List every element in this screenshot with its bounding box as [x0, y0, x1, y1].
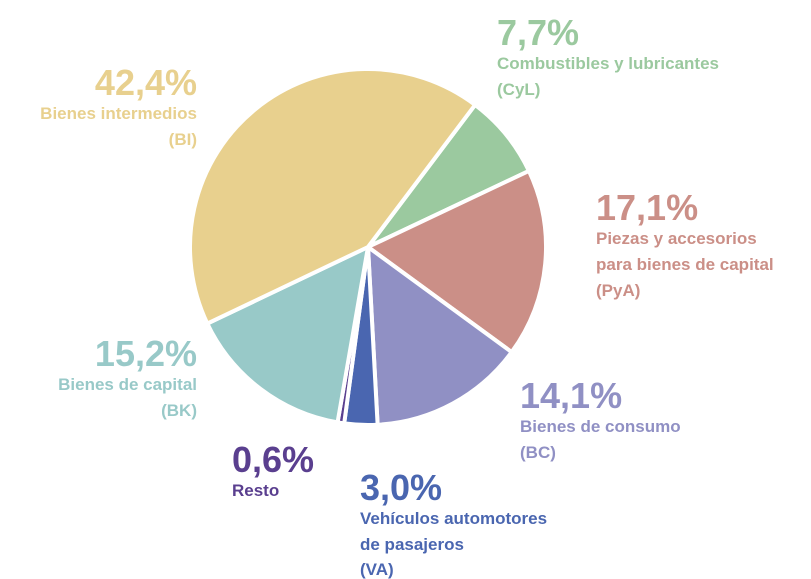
slice-label: (BI)	[169, 130, 197, 149]
slice-percent: 15,2%	[95, 333, 197, 374]
slice-label: Bienes de capital	[58, 375, 197, 394]
slice-label: (BK)	[161, 401, 197, 420]
slice-label: de pasajeros	[360, 535, 464, 554]
slice-label: (PyA)	[596, 281, 640, 300]
slice-label: Resto	[232, 481, 279, 500]
slice-label: Bienes de consumo	[520, 417, 681, 436]
slice-label: Piezas y accesorios	[596, 229, 757, 248]
slice-percent: 3,0%	[360, 467, 442, 508]
slice-label: para bienes de capital	[596, 255, 774, 274]
slice-percent: 42,4%	[95, 62, 197, 103]
slice-label: (VA)	[360, 560, 394, 579]
slice-label: (BC)	[520, 443, 556, 462]
slice-percent: 14,1%	[520, 375, 622, 416]
slice-percent: 0,6%	[232, 439, 314, 480]
slice-label: Bienes intermedios	[40, 104, 197, 123]
pie-slice	[188, 67, 478, 327]
slice-percent: 7,7%	[497, 12, 579, 53]
slice-label: Vehículos automotores	[360, 509, 547, 528]
slice-percent: 17,1%	[596, 187, 698, 228]
pie-slice	[364, 168, 548, 355]
pie-slice	[365, 242, 515, 427]
pie-slice	[204, 243, 371, 425]
slice-label: (CyL)	[497, 80, 540, 99]
slice-label: Combustibles y lubricantes	[497, 54, 719, 73]
